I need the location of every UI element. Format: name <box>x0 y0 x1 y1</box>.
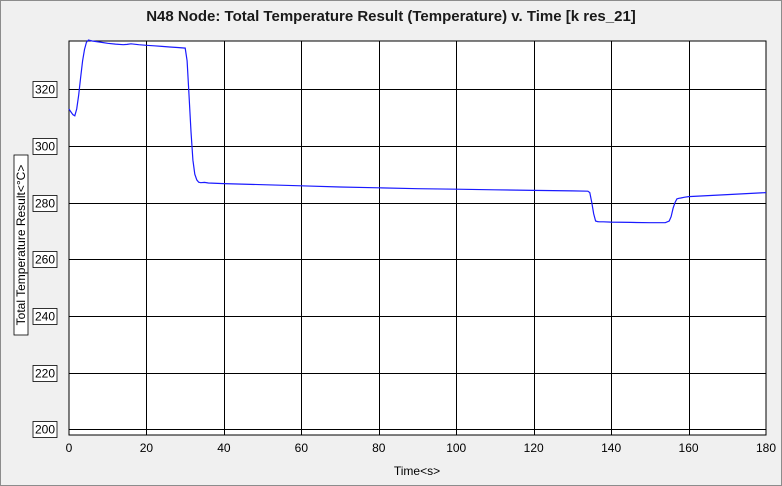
x-tick-label: 160 <box>679 441 699 455</box>
y-tick-box <box>32 195 58 212</box>
x-tick-label: 120 <box>524 441 544 455</box>
x-axis-label: Time<s> <box>394 464 440 478</box>
y-tick-label: 240 <box>35 310 55 324</box>
y-tick-labels: 200 220 240 260 280 300 320 <box>32 81 58 438</box>
x-tick-label: 60 <box>295 441 309 455</box>
x-tick-label: 80 <box>372 441 386 455</box>
x-tick-label: 40 <box>217 441 231 455</box>
x-tick-label: 180 <box>756 441 776 455</box>
y-tick-label: 300 <box>35 140 55 154</box>
gridlines <box>69 41 766 435</box>
plot-area <box>68 40 767 436</box>
x-tick-labels: 0 20 40 60 80 100 120 140 160 180 <box>66 441 777 455</box>
y-tick-label: 200 <box>35 423 55 437</box>
y-tick-label: 220 <box>35 367 55 381</box>
series-line <box>68 39 767 224</box>
chart-title: N48 Node: Total Temperature Result (Temp… <box>146 8 636 25</box>
x-tick-label: 140 <box>601 441 621 455</box>
y-tick-box <box>32 81 58 98</box>
y-axis-label: Total Temperature Result<°C> <box>14 165 28 326</box>
y-axis-label-group: Total Temperature Result<°C> <box>13 154 29 336</box>
y-tick-label: 280 <box>35 197 55 211</box>
x-tick-label: 20 <box>140 441 154 455</box>
series-group <box>68 39 767 224</box>
y-tick-box <box>32 251 58 268</box>
x-tick-label: 100 <box>446 441 466 455</box>
y-tick-box <box>32 421 58 438</box>
y-tick-box <box>32 365 58 382</box>
y-tick-label: 320 <box>35 83 55 97</box>
x-tick-label: 0 <box>66 441 73 455</box>
y-tick-label: 260 <box>35 253 55 267</box>
y-tick-box <box>32 138 58 155</box>
y-tick-box <box>32 308 58 325</box>
